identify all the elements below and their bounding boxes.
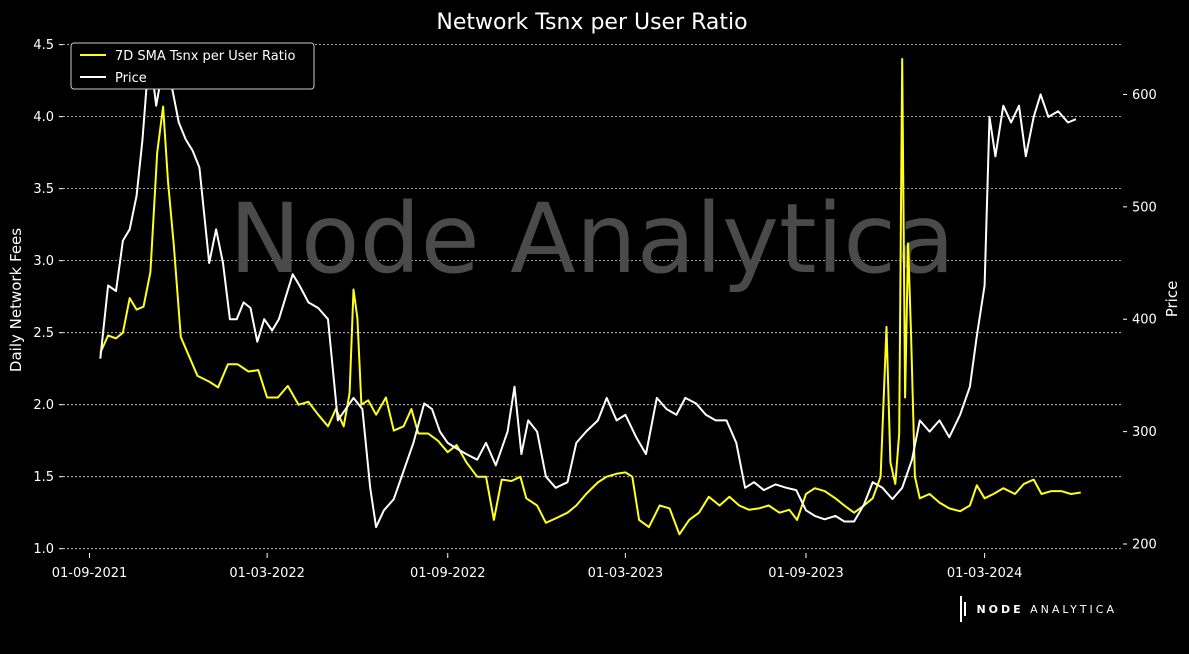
x-tick-label: 01-09-2023 — [768, 566, 844, 581]
y-axis-label: Daily Network Fees — [7, 228, 25, 372]
brand-word-light: ANALYTICA — [1030, 602, 1117, 616]
x-tick-label: 01-03-2024 — [947, 566, 1023, 581]
series-line-price — [99, 48, 1077, 529]
legend-label-price: Price — [115, 71, 147, 86]
y2-tick-label: 300 — [1132, 425, 1157, 440]
series-line-ratio — [99, 58, 1081, 536]
legend-box — [70, 42, 315, 90]
y-tick-label: 1.0 — [33, 542, 54, 557]
y-tick-label: 2.0 — [33, 398, 54, 413]
watermark: Node Analytica — [229, 183, 955, 295]
y2-tick-label: 500 — [1132, 200, 1157, 215]
axes: 1.0 1.5 2.0 2.5 3.0 3.5 4.0 4.5 200 300 400 500 600 0… — [33, 38, 1157, 581]
x-tick-label: 01-09-2022 — [410, 566, 486, 581]
y-tick-label: 1.5 — [33, 470, 54, 485]
brand-word-bold: NODE — [976, 602, 1024, 616]
x-tick-label: 01-09-2021 — [52, 566, 128, 581]
y-tick-label: 3.5 — [33, 182, 54, 197]
legend-label-ratio: 7D SMA Tsnx per User Ratio — [115, 49, 295, 64]
legend: 7D SMA Tsnx per User Ratio Price — [70, 42, 315, 90]
x-tick-label: 01-03-2023 — [588, 566, 664, 581]
gridlines — [63, 44, 1123, 550]
y-tick-label: 4.0 — [33, 110, 54, 125]
chart-title: Network Tsnx per User Ratio — [436, 10, 747, 35]
y2-tick-label: 400 — [1132, 313, 1157, 328]
series-layer — [99, 48, 1081, 536]
y2-tick-label: 200 — [1132, 538, 1157, 553]
brand-logo: NODE ANALYTICA — [960, 596, 1117, 622]
x-tick-label: 01-03-2022 — [229, 566, 305, 581]
y2-axis-label: Price — [1163, 281, 1181, 318]
y-tick-label: 4.5 — [33, 38, 54, 53]
brand-bars-icon — [960, 596, 970, 622]
y2-tick-label: 600 — [1132, 88, 1157, 103]
y-tick-label: 3.0 — [33, 254, 54, 269]
y-tick-label: 2.5 — [33, 326, 54, 341]
